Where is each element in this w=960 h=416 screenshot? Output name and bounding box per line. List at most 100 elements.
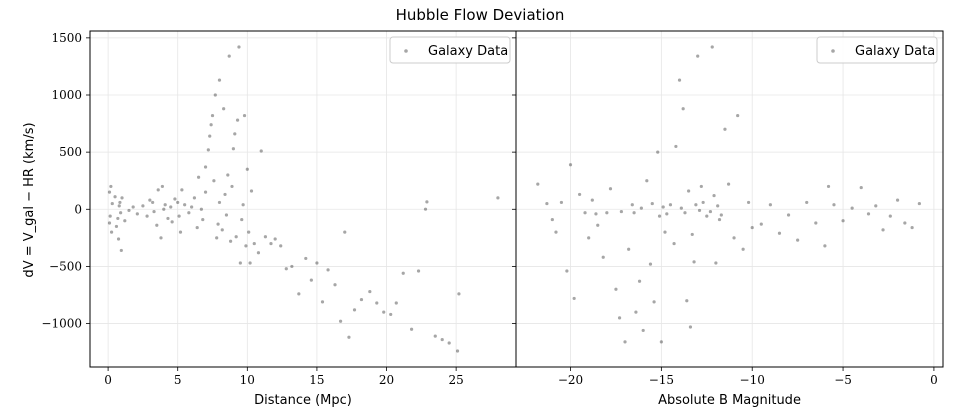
data-point [178,230,183,234]
x-axis-label: Absolute B Magnitude [658,393,801,408]
data-point [859,185,863,190]
data-point [235,118,240,122]
data-point [212,179,216,183]
data-point [119,248,123,253]
data-point [338,319,343,323]
data-point [565,269,569,273]
data-point [617,316,622,320]
data-point [162,207,166,211]
data-point [903,221,907,225]
data-point [652,300,656,304]
data-point [216,222,220,226]
legend-box [389,36,511,64]
data-point [222,107,226,111]
data-point [627,247,631,251]
data-point [823,244,827,248]
distance-panel: 0 5 10 15 20 25 1500 1000 500 0 −500 −1000 Distance … [41,30,517,408]
data-point [231,147,235,151]
data-point [694,203,698,207]
legend-box [816,36,938,64]
data-point [457,292,461,296]
data-point [572,296,576,301]
data-point [368,289,372,294]
data-point [199,207,203,211]
data-point [895,198,900,202]
y-tick-label: 0 [74,202,82,216]
data-point [623,340,627,344]
data-point [166,216,170,221]
data-point [554,230,558,234]
x-tick-label: −10 [740,373,765,387]
data-point [241,203,245,207]
data-point [210,113,215,118]
data-point [259,149,263,153]
data-point [639,206,643,210]
data-point [119,211,123,215]
data-point [269,241,273,246]
data-point [423,207,428,211]
data-point [113,195,117,199]
data-point [409,327,414,331]
data-point [881,228,885,232]
data-point [394,301,398,305]
data-point [768,203,772,207]
data-point [732,236,736,240]
data-point [455,349,460,353]
data-point [805,200,809,205]
data-point [382,310,386,314]
x-tick-label: 25 [448,373,463,387]
data-point [359,297,364,302]
y-tick-label: 500 [59,145,82,159]
data-point [630,203,634,207]
data-point [690,232,694,237]
data-point [619,209,623,214]
data-point [155,223,159,227]
data-point [786,213,791,217]
data-point [107,221,112,225]
data-point [596,223,600,227]
data-point [736,113,740,118]
data-point [665,212,669,216]
data-point [648,262,653,266]
data-point [109,230,114,234]
data-point [714,261,718,265]
data-point [169,205,173,209]
data-point [135,212,139,216]
y-tick-label: −1000 [41,317,82,331]
data-point [656,150,660,154]
x-tick-label: 0 [104,373,112,387]
data-point [634,310,638,314]
data-point [668,203,673,207]
data-point [116,216,120,221]
data-point [375,301,379,305]
data-point [401,271,405,275]
data-point [107,190,112,194]
data-point [759,222,763,226]
data-point [230,184,234,189]
data-point [249,189,254,193]
data-point [605,211,609,215]
data-point [777,231,782,235]
data-point [674,144,678,149]
y-axis-label: dV = V_gal − HR (km/s) [22,122,37,277]
data-point [440,337,444,342]
data-point [814,221,818,225]
data-point [850,206,854,210]
data-point [173,197,177,201]
data-point [190,205,194,209]
x-tick-label: 0 [930,373,938,387]
data-point [304,256,308,261]
x-tick-label: −15 [649,373,674,387]
data-point [672,241,676,246]
data-point [227,54,231,58]
data-point [701,200,705,205]
data-point [841,219,845,223]
data-point [866,212,871,216]
data-point [688,325,693,329]
data-point [326,268,330,272]
x-tick-label: 5 [174,373,182,387]
data-point [217,78,222,82]
data-point [248,261,252,265]
data-point [309,278,313,282]
data-point [723,127,727,131]
